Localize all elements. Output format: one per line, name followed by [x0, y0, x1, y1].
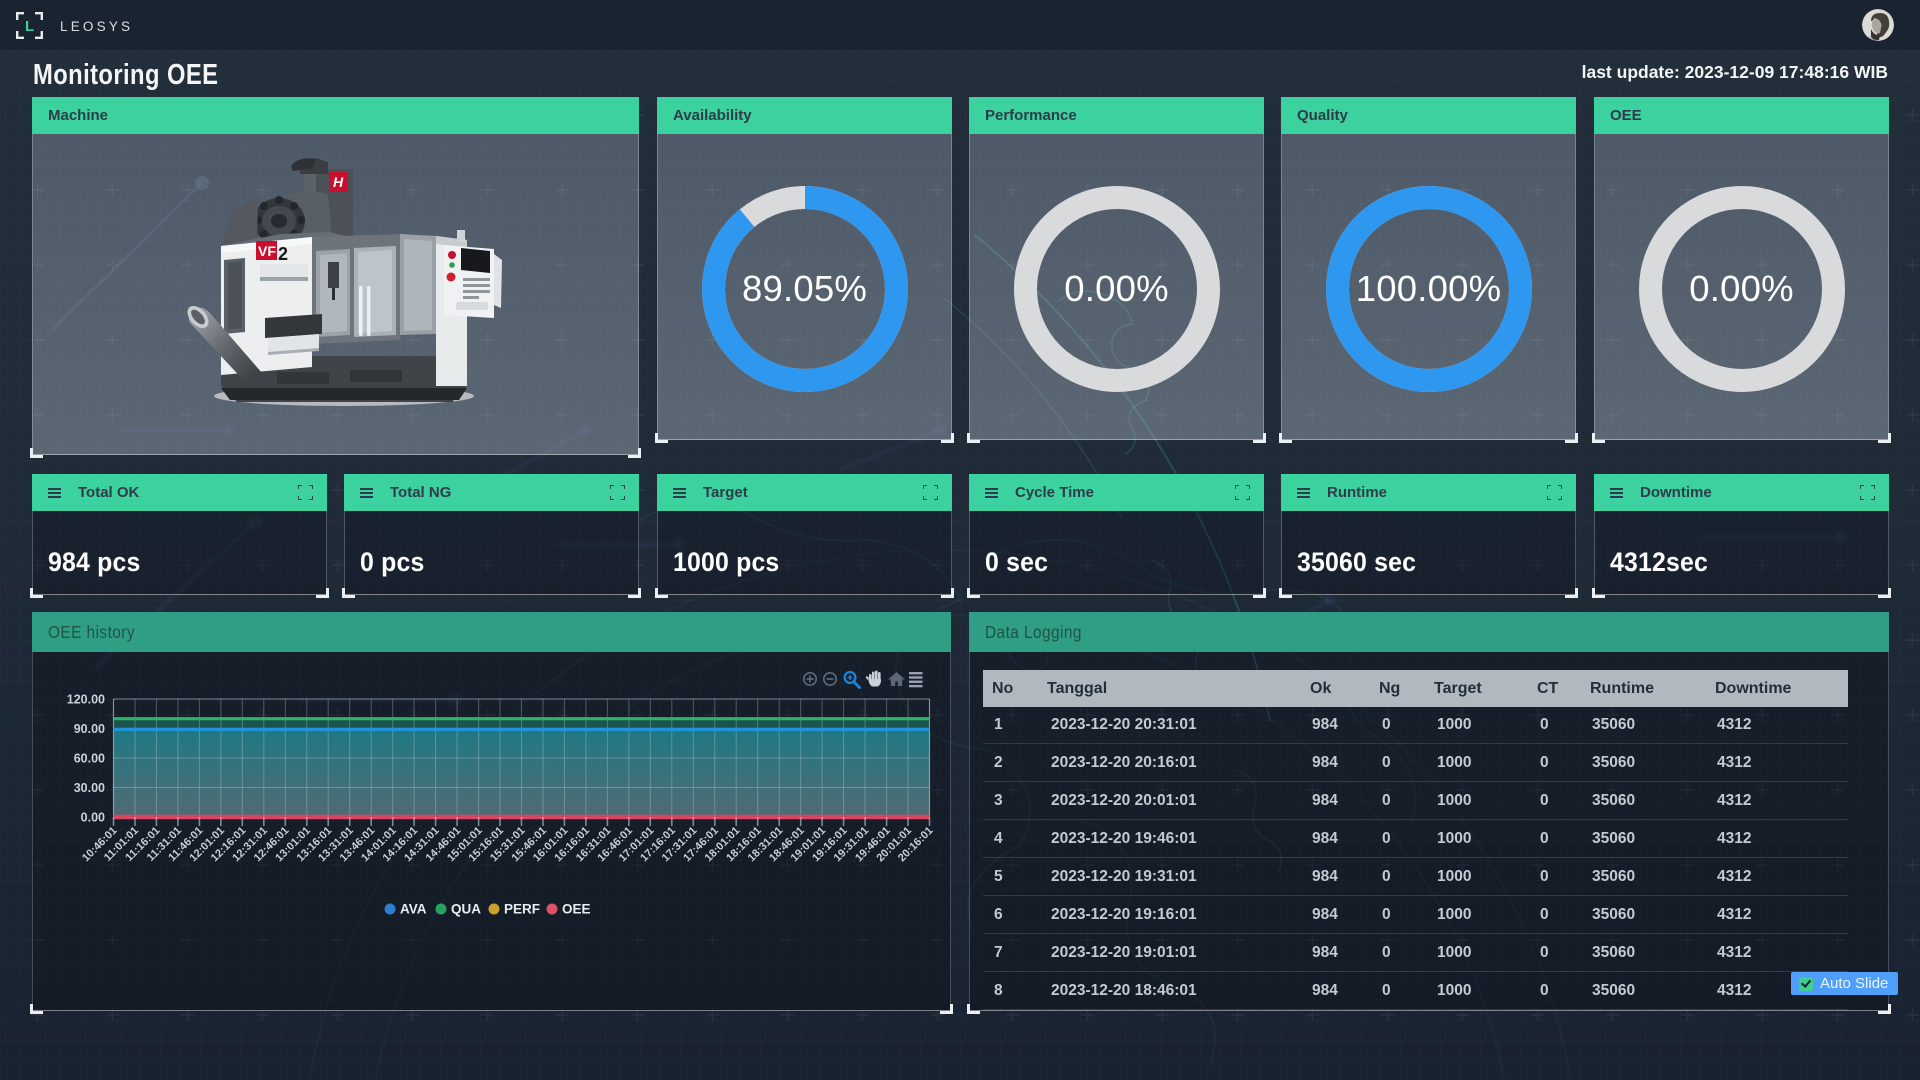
svg-text:VF: VF: [258, 243, 276, 259]
svg-text:H: H: [333, 174, 344, 190]
svg-text:QUA: QUA: [451, 902, 481, 917]
svg-text:120.00: 120.00: [67, 693, 105, 707]
svg-text:AVA: AVA: [400, 902, 427, 917]
svg-text:90.00: 90.00: [74, 722, 105, 736]
svg-text:2: 2: [278, 244, 288, 264]
svg-text:0.00: 0.00: [81, 811, 105, 825]
svg-text:OEE: OEE: [562, 902, 591, 917]
svg-text:60.00: 60.00: [74, 752, 105, 766]
svg-text:L: L: [25, 18, 34, 35]
svg-text:PERF: PERF: [504, 902, 540, 917]
svg-text:30.00: 30.00: [74, 781, 105, 795]
